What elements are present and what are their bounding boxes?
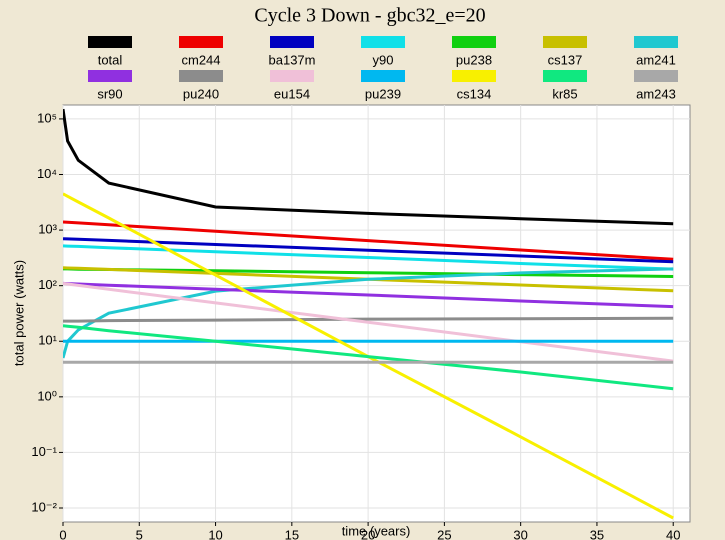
- legend-label: sr90: [97, 86, 122, 101]
- y-tick-label: 10⁴: [37, 166, 57, 181]
- series-line: [63, 281, 674, 363]
- x-tick-label: 20: [361, 527, 375, 540]
- legend-swatch: [179, 70, 223, 82]
- y-tick-label: 10²: [38, 277, 57, 292]
- series-line: [63, 220, 674, 261]
- y-tick-label: 10³: [38, 222, 57, 237]
- legend-swatch: [452, 36, 496, 48]
- legend-swatch: [634, 70, 678, 82]
- series-line: [63, 192, 674, 520]
- y-tick-label: 10⁰: [37, 388, 57, 403]
- x-tick-label: 5: [136, 527, 143, 540]
- series-line: [63, 266, 674, 293]
- x-tick-label: 35: [590, 527, 604, 540]
- y-tick-label: 10⁻¹: [31, 444, 57, 459]
- legend-label: cs137: [548, 52, 583, 67]
- legend-label: pu240: [183, 86, 219, 101]
- series-line: [63, 267, 674, 359]
- legend-label: pu239: [365, 86, 401, 101]
- legend-label: total: [98, 52, 123, 67]
- legend-label: pu238: [456, 52, 492, 67]
- legend-swatch: [88, 36, 132, 48]
- x-tick-label: 10: [208, 527, 222, 540]
- y-tick-label: 10⁻²: [31, 499, 57, 514]
- legend-label: y90: [373, 52, 394, 67]
- x-tick-label: 40: [666, 527, 680, 540]
- series-line: [63, 108, 674, 226]
- legend-swatch: [543, 70, 587, 82]
- legend-swatch: [270, 36, 314, 48]
- legend-label: eu154: [274, 86, 310, 101]
- y-tick-label: 10⁵: [37, 110, 57, 125]
- series-line: [63, 244, 674, 271]
- legend-swatch: [452, 70, 496, 82]
- x-tick-label: 25: [437, 527, 451, 540]
- chart-title: Cycle 3 Down - gbc32_e=20: [254, 5, 485, 27]
- x-tick-label: 0: [59, 527, 66, 540]
- plot-area: [62, 104, 691, 523]
- legend-swatch: [179, 36, 223, 48]
- y-axis-label: total power (watts): [11, 260, 26, 366]
- x-tick-label: 30: [513, 527, 527, 540]
- series-line: [63, 316, 674, 323]
- y-tick-label: 10¹: [38, 333, 57, 348]
- x-axis-label: time (years): [342, 523, 411, 538]
- legend-label: am243: [636, 86, 676, 101]
- legend-swatch: [361, 36, 405, 48]
- legend-swatch: [634, 36, 678, 48]
- legend-swatch: [361, 70, 405, 82]
- legend-swatch: [270, 70, 314, 82]
- legend-label: am241: [636, 52, 676, 67]
- series-line: [63, 237, 674, 264]
- legend-swatch: [88, 70, 132, 82]
- legend-swatch: [543, 36, 587, 48]
- series-line: [63, 324, 674, 391]
- legend-label: kr85: [552, 86, 577, 101]
- legend-label: ba137m: [269, 52, 316, 67]
- legend-label: cm244: [181, 52, 220, 67]
- legend-label: cs134: [457, 86, 492, 101]
- x-tick-label: 15: [285, 527, 299, 540]
